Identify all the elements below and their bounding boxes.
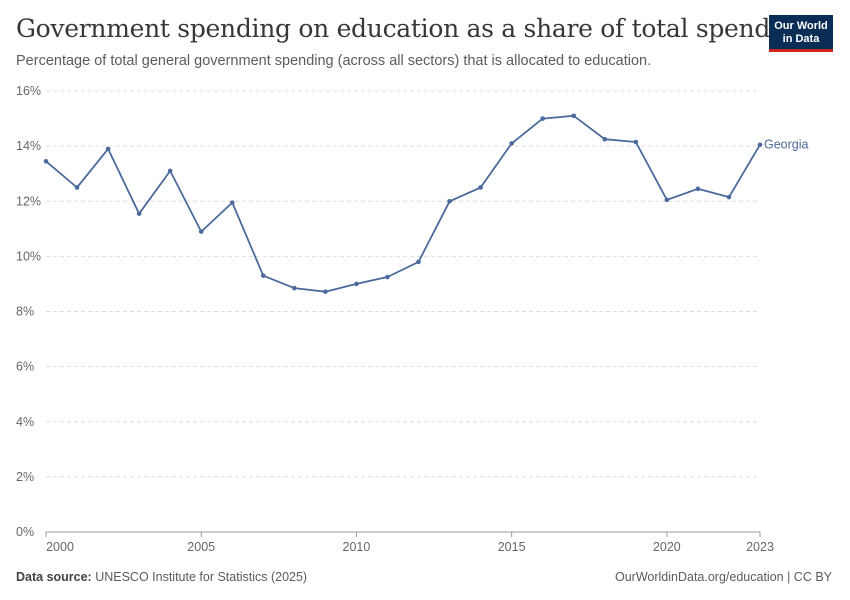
data-point	[323, 289, 328, 294]
data-point	[695, 186, 701, 192]
y-tick-label: 12%	[16, 194, 41, 208]
x-tick-label: 2023	[746, 540, 774, 554]
y-tick-label: 6%	[16, 360, 34, 374]
chart-subtitle: Percentage of total general government s…	[16, 53, 652, 69]
data-point	[633, 139, 639, 145]
y-tick-label: 8%	[16, 305, 34, 319]
y-tick-label: 2%	[16, 470, 34, 484]
data-point	[726, 194, 732, 200]
series-label: Georgia	[764, 138, 809, 152]
x-tick-label: 2010	[343, 540, 371, 554]
data-point	[447, 198, 452, 204]
data-point	[416, 259, 421, 265]
data-source-text: UNESCO Institute for Statistics (2025)	[91, 570, 308, 584]
series-line-georgia	[45, 114, 761, 293]
data-point	[664, 197, 670, 203]
y-tick-label: 0%	[16, 525, 34, 539]
y-tick-label: 14%	[16, 139, 41, 153]
data-point	[602, 136, 608, 142]
x-tick-label: 2005	[187, 540, 215, 554]
data-point	[354, 281, 359, 287]
chart-title: Government spending on education as a sh…	[16, 14, 810, 43]
data-point	[167, 168, 173, 174]
data-point	[509, 141, 514, 146]
data-point	[198, 229, 204, 234]
y-tick-label: 16%	[16, 84, 41, 98]
data-point	[571, 113, 577, 119]
data-point	[478, 185, 483, 190]
footer-link[interactable]: OurWorldinData.org/education | CC BY	[614, 570, 832, 584]
logo-line-2: in Data	[782, 33, 820, 45]
data-point	[261, 273, 266, 278]
data-point	[229, 200, 235, 205]
data-point	[136, 211, 142, 216]
data-point	[757, 142, 763, 148]
y-tick-label: 4%	[16, 415, 34, 429]
x-tick-label: 2015	[498, 540, 526, 554]
data-point	[43, 158, 49, 164]
y-tick-label: 10%	[16, 249, 41, 263]
x-tick-label: 2000	[46, 540, 74, 554]
data-point	[540, 116, 545, 121]
data-source: Data source: UNESCO Institute for Statis…	[16, 570, 307, 584]
data-point	[292, 285, 297, 291]
owid-logo[interactable]: Our World in Data	[769, 15, 833, 52]
data-point	[105, 146, 111, 152]
data-source-label: Data source:	[16, 570, 92, 584]
logo-line-1: Our World	[774, 20, 828, 32]
x-tick-label: 2020	[653, 540, 681, 554]
data-point	[385, 274, 390, 280]
data-point	[74, 185, 80, 190]
